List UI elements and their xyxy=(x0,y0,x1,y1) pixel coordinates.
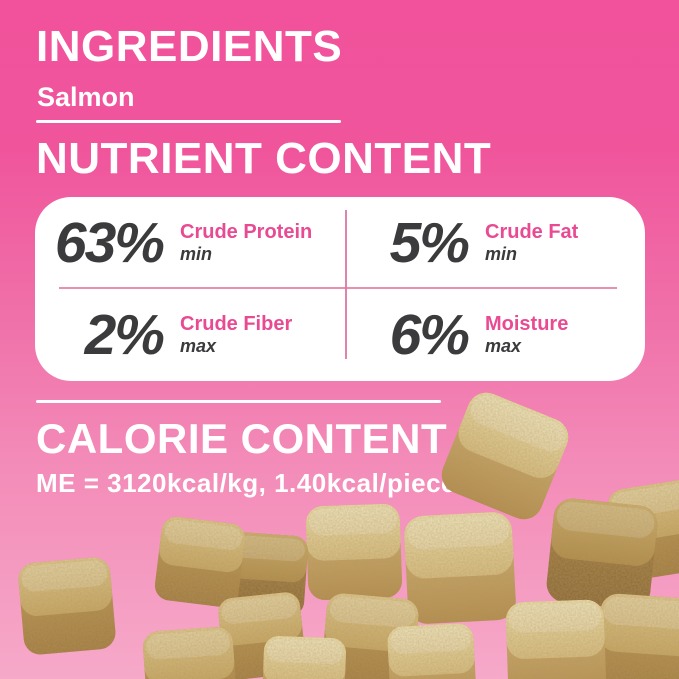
calorie-value: ME = 3120kcal/kg, 1.40kcal/piece xyxy=(36,468,457,498)
nutrient-label: Crude Fiber xyxy=(180,313,293,336)
section-divider-bottom xyxy=(36,400,441,403)
nutrient-item-crude-fat: 5% Crude Fat min xyxy=(340,197,645,289)
calorie-title: CALORIE CONTENT xyxy=(36,415,448,462)
nutrient-title: NUTRIENT CONTENT xyxy=(36,134,492,183)
nutrient-item-crude-fiber: 2% Crude Fiber max xyxy=(35,289,340,381)
nutrient-qualifier: min xyxy=(180,244,213,265)
section-divider-top xyxy=(36,120,341,123)
card-vertical-divider xyxy=(345,210,348,359)
nutrient-label: Crude Fat xyxy=(485,221,579,244)
nutrient-value: 2% xyxy=(84,302,165,367)
nutrient-qualifier: max xyxy=(180,336,217,357)
nutrient-item-crude-protein: 63% Crude Protein min xyxy=(35,197,340,289)
card-horizontal-divider xyxy=(59,287,617,289)
nutrient-value: 5% xyxy=(389,210,470,275)
nutrient-label: Moisture xyxy=(485,313,569,336)
nutrient-qualifier: min xyxy=(485,244,518,265)
nutrient-item-moisture: 6% Moisture max xyxy=(340,289,645,381)
ingredients-value: Salmon xyxy=(37,82,135,112)
nutrient-label: Crude Protein xyxy=(180,221,313,244)
nutrient-card: 63% Crude Protein min 5% Crude Fat min 2… xyxy=(35,197,645,381)
nutrient-value: 63% xyxy=(54,210,165,275)
ingredients-title: INGREDIENTS xyxy=(36,22,343,71)
nutrient-qualifier: max xyxy=(485,336,522,357)
nutrient-value: 6% xyxy=(389,302,470,367)
